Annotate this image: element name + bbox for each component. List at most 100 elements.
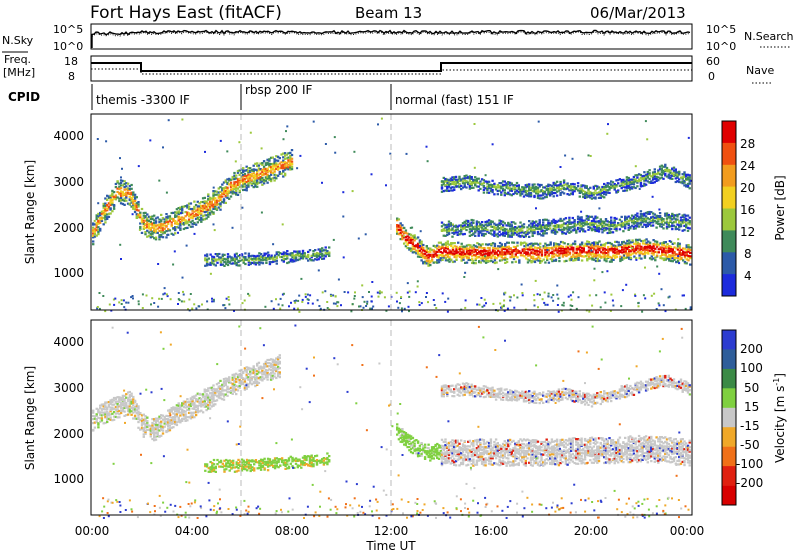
velocity-cell	[189, 397, 193, 400]
power-cell	[212, 263, 216, 266]
power-cell	[634, 252, 638, 255]
power-cell	[487, 180, 491, 183]
power-cell	[525, 257, 528, 260]
power-cell	[246, 258, 249, 261]
power-cell	[564, 222, 568, 225]
power-noise-cell	[336, 305, 339, 308]
power-cell	[425, 259, 428, 262]
power-noise-cell	[340, 304, 342, 307]
power-cell	[558, 256, 561, 260]
velocity-cell	[191, 400, 194, 403]
power-cell	[554, 229, 557, 232]
power-cell	[525, 253, 528, 256]
power-cell	[629, 250, 633, 253]
power-cell	[674, 228, 677, 231]
power-cell	[425, 249, 428, 252]
power-cell	[648, 249, 652, 252]
power-cell	[286, 255, 289, 258]
power-noise-cell	[167, 119, 170, 122]
velocity-cell	[200, 403, 203, 406]
power-cell	[441, 245, 444, 248]
power-cell	[603, 250, 606, 253]
power-cell	[666, 257, 669, 260]
power-cell	[604, 219, 608, 222]
power-cell	[665, 170, 669, 173]
power-cell	[482, 179, 486, 182]
power-cell	[622, 184, 625, 187]
power-cell	[282, 257, 285, 260]
power-cell	[119, 199, 123, 202]
power-cell	[547, 243, 551, 246]
power-cell	[604, 218, 608, 221]
power-noise-cell	[447, 297, 450, 300]
velocity-cell	[231, 378, 234, 381]
power-cell	[573, 251, 577, 254]
power-cell	[676, 176, 679, 179]
power-cell	[135, 215, 138, 218]
power-cell	[644, 225, 648, 229]
power-noise-cell	[504, 291, 507, 294]
power-cell	[273, 170, 276, 173]
power-cell	[565, 259, 568, 262]
power-cell	[463, 177, 466, 180]
power-cell	[572, 253, 575, 256]
power-noise-cell	[552, 299, 555, 302]
power-cell	[121, 191, 125, 194]
power-cell	[205, 208, 208, 211]
power-cell	[198, 202, 201, 205]
power-cell	[589, 222, 592, 225]
power-cell	[317, 258, 320, 261]
power-cell	[179, 222, 182, 225]
velocity-cell	[116, 400, 119, 403]
power-cell	[542, 229, 545, 232]
power-cell	[472, 227, 475, 231]
power-noise-cell	[319, 307, 322, 310]
power-noise-cell	[177, 298, 180, 301]
power-cell	[470, 225, 473, 228]
velocity-cell	[208, 386, 212, 390]
power-cell	[106, 216, 109, 219]
velocity-cell	[186, 405, 189, 408]
power-cell	[594, 249, 598, 252]
power-noise-cell	[120, 299, 123, 302]
power-cell	[667, 216, 670, 219]
velocity-cell	[119, 411, 123, 415]
power-cell	[604, 186, 608, 189]
power-cell	[245, 187, 248, 190]
power-cell	[596, 226, 599, 229]
power-cell	[291, 256, 294, 259]
power-noise-cell	[677, 238, 680, 241]
velocity-cell	[160, 422, 163, 425]
power-cell	[242, 185, 245, 188]
power-cell	[262, 172, 266, 175]
power-cell	[181, 205, 184, 208]
velocity-cell	[125, 403, 128, 407]
power-cell	[627, 186, 630, 190]
power-cell	[486, 185, 489, 188]
power-cell	[221, 189, 224, 192]
power-cell	[596, 224, 599, 227]
power-cell	[119, 192, 123, 195]
power-cell	[498, 241, 502, 245]
power-cell	[261, 170, 264, 173]
power-cell	[468, 224, 472, 227]
power-cell	[181, 218, 184, 222]
power-noise-cell	[351, 303, 354, 306]
power-cell	[484, 226, 487, 229]
power-cell	[671, 250, 674, 253]
power-cell	[111, 201, 114, 204]
power-noise-cell	[521, 294, 524, 297]
power-cell	[604, 189, 608, 192]
power-cell	[100, 219, 104, 222]
power-cell	[221, 183, 224, 186]
power-cell	[509, 256, 512, 259]
power-cell	[289, 160, 292, 163]
power-cell	[561, 255, 565, 258]
velocity-cell	[121, 408, 125, 411]
power-noise-cell	[569, 294, 572, 297]
power-cell	[536, 224, 540, 227]
power-cell	[130, 193, 133, 196]
power-cell	[146, 217, 149, 220]
power-noise-cell	[309, 294, 312, 297]
power-noise-cell	[634, 293, 636, 296]
